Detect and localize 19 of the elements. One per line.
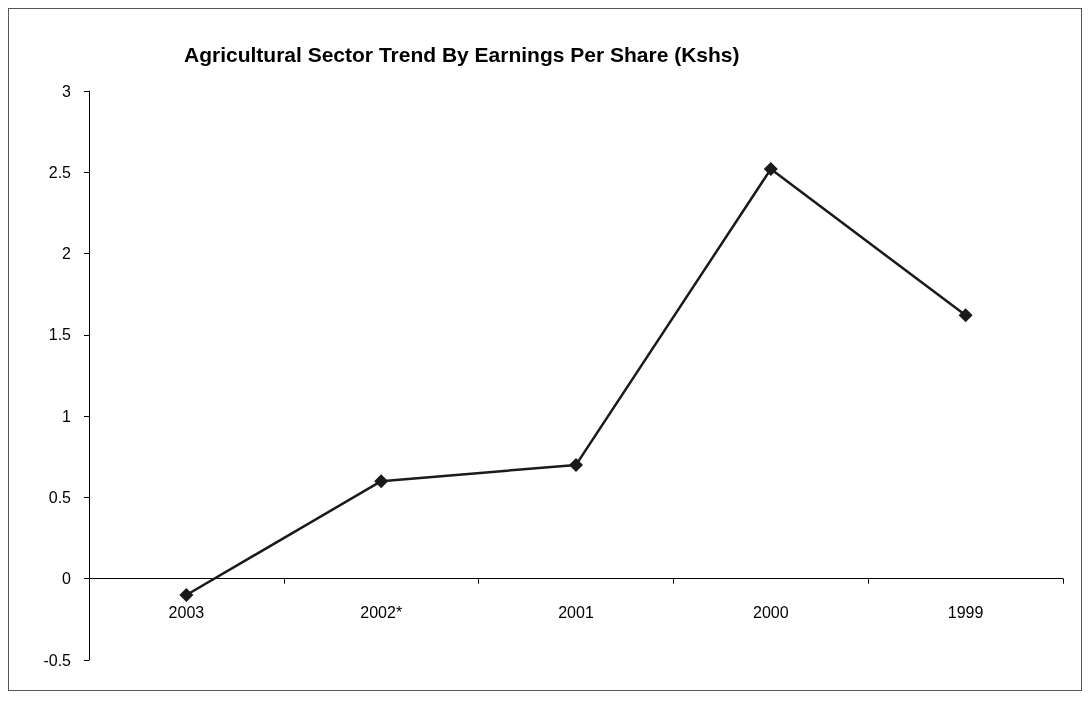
x-tick-label: 2002* — [360, 603, 403, 621]
y-tick-label: -0.5 — [43, 651, 72, 669]
point — [374, 474, 389, 489]
point — [763, 162, 778, 177]
point — [958, 308, 973, 323]
y-tick-label: 0 — [62, 570, 72, 588]
y-tick-label: 1 — [62, 407, 72, 425]
y-tick-label: 0.5 — [48, 488, 72, 506]
x-tick-label: 2001 — [558, 603, 594, 621]
y-tick-label: 2 — [62, 245, 72, 263]
point — [179, 587, 194, 602]
chart-title: Agricultural Sector Trend By Earnings Per Share (Kshs) — [184, 43, 740, 66]
x-tick-label: 2003 — [168, 603, 205, 621]
y-tick-label: 2.5 — [48, 163, 72, 181]
x-tick-label: 2000 — [753, 603, 789, 621]
y-tick-label: 3 — [62, 82, 72, 100]
y-tick-label: 1.5 — [48, 326, 72, 344]
x-tick-label: 1999 — [947, 603, 984, 621]
point — [569, 457, 583, 472]
